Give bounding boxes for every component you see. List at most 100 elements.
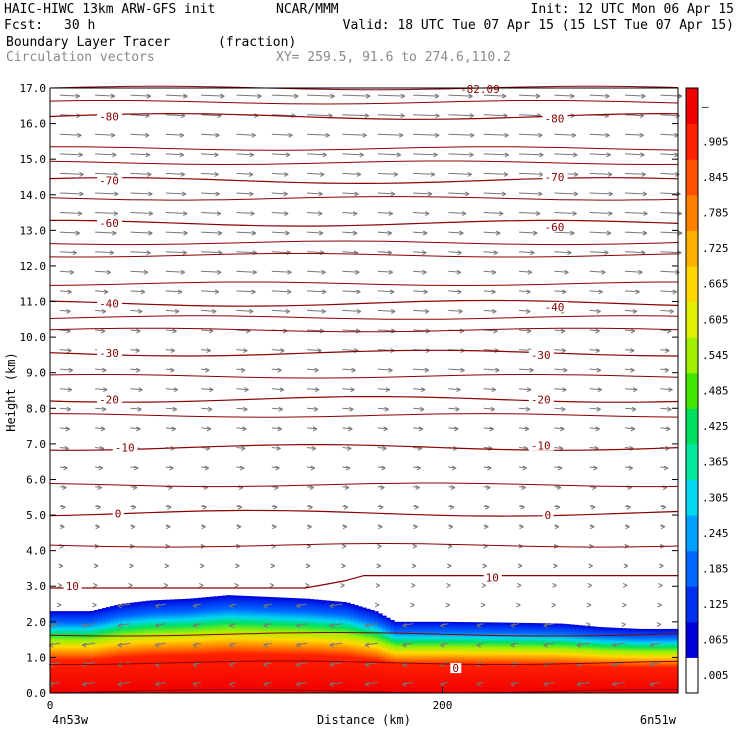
vector-shaft: [130, 153, 150, 156]
vector-head: [563, 367, 568, 373]
tracer-column: [66, 611, 71, 693]
tracer-column: [462, 622, 467, 693]
vector-head: [605, 93, 610, 99]
contour-line: [50, 146, 679, 151]
vector-shaft: [518, 329, 532, 332]
vector-head: [67, 289, 72, 295]
vector-head: [137, 406, 142, 412]
vector-head: [666, 426, 671, 432]
vector-head: [556, 485, 562, 491]
vector-shaft: [95, 153, 117, 156]
vector-head: [538, 132, 543, 138]
tracer-column: [466, 622, 471, 693]
vector-head: [58, 563, 63, 569]
tracer-column: [430, 621, 435, 693]
vector-head: [456, 387, 461, 393]
vector-shaft: [660, 407, 672, 410]
vector-shaft: [82, 642, 96, 646]
vector-shaft: [413, 192, 432, 195]
tracer-column: [534, 623, 539, 693]
vector-shaft: [543, 681, 555, 685]
vector-head: [543, 642, 548, 648]
vector-head: [352, 211, 358, 217]
vector-head: [469, 132, 475, 138]
vector-head: [329, 662, 334, 668]
vector-shaft: [365, 681, 378, 685]
vector-head: [200, 543, 206, 549]
vector-head: [587, 583, 592, 588]
tracer-column: [86, 611, 91, 693]
vector-shaft: [342, 251, 358, 254]
vector-head: [244, 387, 249, 393]
vector-head: [396, 152, 402, 158]
vector-shaft: [448, 388, 461, 391]
vector-shaft: [59, 153, 83, 156]
vector-head: [451, 465, 457, 471]
colorbar-swatch: [686, 159, 698, 196]
vector-head: [630, 426, 636, 432]
vector-head: [359, 152, 364, 158]
vector-shaft: [201, 114, 222, 117]
vector-shaft: [448, 309, 463, 312]
vector-shaft: [377, 446, 387, 449]
vector-head: [205, 367, 210, 373]
vector-shaft: [307, 368, 319, 371]
vector-head: [183, 230, 188, 236]
vector-shaft: [342, 368, 356, 371]
vector-head: [229, 623, 234, 629]
vector-shaft: [271, 114, 296, 117]
vector-shaft: [236, 153, 254, 156]
tracer-column: [562, 623, 567, 693]
vector-shaft: [483, 172, 508, 175]
vector-head: [229, 603, 234, 609]
tracer-column: [350, 603, 355, 693]
tracer-column: [334, 601, 339, 693]
vector-head: [322, 152, 327, 158]
tracer-column: [210, 596, 215, 693]
vector-shaft: [483, 329, 498, 332]
vector-head: [309, 485, 314, 491]
y-tick-label: 12.0: [20, 260, 47, 273]
vector-head: [665, 348, 670, 354]
tracer-column: [658, 628, 663, 693]
vector-shaft: [59, 290, 72, 293]
vector-head: [608, 191, 613, 197]
vector-shaft: [448, 407, 460, 410]
vector-head: [113, 211, 119, 217]
vector-head: [354, 269, 360, 275]
vector-head: [538, 191, 543, 197]
vector-head: [402, 681, 407, 687]
vector-shaft: [624, 388, 638, 391]
vector-head: [607, 171, 613, 177]
isotherm-line: [50, 575, 678, 589]
colorbar-label: .125: [702, 598, 729, 611]
tracer-column: [90, 610, 95, 693]
tracer-column: [154, 600, 159, 693]
vector-head: [635, 289, 640, 295]
vector-head: [598, 289, 603, 295]
overlay-name: Circulation vectors: [6, 50, 155, 65]
vector-shaft: [342, 290, 361, 293]
contour-line: [49, 327, 679, 333]
tracer-column: [602, 627, 607, 693]
vector-head: [539, 152, 544, 158]
isotherm-label-bg: [542, 221, 568, 232]
vector-head: [92, 583, 98, 588]
isotherm-label: -70: [99, 175, 119, 188]
vector-head: [384, 406, 389, 412]
isotherm-label-bg: [528, 440, 554, 451]
vector-head: [248, 308, 254, 314]
vector-shaft: [329, 623, 343, 627]
tracer-column: [474, 622, 479, 693]
vector-shaft: [271, 251, 291, 254]
vector-shaft: [130, 94, 151, 97]
vector-head: [204, 465, 210, 471]
vector-shaft: [271, 192, 288, 195]
tracer-column: [634, 628, 639, 693]
vector-head: [296, 623, 301, 629]
tracer-column: [126, 603, 131, 693]
vector-head: [169, 465, 174, 471]
vector-head: [277, 367, 282, 373]
vector-head: [103, 387, 108, 393]
vector-head: [623, 563, 629, 569]
